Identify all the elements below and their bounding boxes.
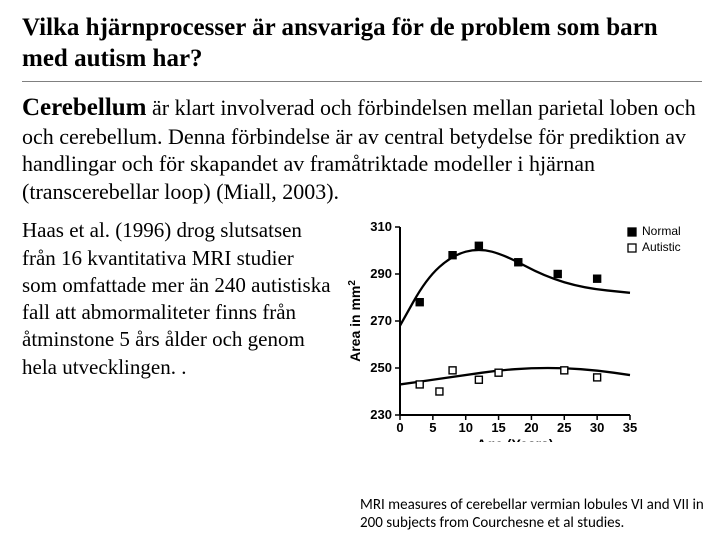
svg-text:310: 310 (370, 219, 392, 234)
para1-lead: Cerebellum (22, 94, 147, 121)
paragraph-2: Haas et al. (1996) drog slutsatsen från … (22, 217, 332, 381)
svg-text:250: 250 (370, 360, 392, 375)
svg-text:270: 270 (370, 313, 392, 328)
svg-text:10: 10 (458, 420, 472, 435)
svg-text:35: 35 (623, 420, 637, 435)
svg-text:Area in mm2: Area in mm2 (347, 280, 364, 362)
divider (22, 81, 702, 82)
svg-text:Normal: Normal (642, 224, 681, 238)
chart-container: 230 250 270 290 310 0 5 10 15 20 25 30 35 Area in mm2… (342, 217, 702, 442)
svg-text:Age (Years): Age (Years) (476, 436, 553, 442)
svg-text:30: 30 (590, 420, 604, 435)
svg-text:15: 15 (491, 420, 505, 435)
scatter-chart: 230 250 270 290 310 0 5 10 15 20 25 30 35 Area in mm2… (342, 217, 692, 442)
paragraph-1: Cerebellum är klart involverad och förbi… (22, 92, 702, 206)
svg-text:230: 230 (370, 407, 392, 422)
svg-text:0: 0 (396, 420, 403, 435)
svg-text:25: 25 (557, 420, 571, 435)
content-row: Haas et al. (1996) drog slutsatsen från … (22, 217, 702, 442)
svg-text:20: 20 (524, 420, 538, 435)
svg-text:Autistic: Autistic (642, 240, 681, 254)
page-title: Vilka hjärnprocesser är ansvariga för de… (22, 12, 702, 75)
chart-caption: MRI measures of cerebellar vermian lobul… (360, 496, 720, 532)
svg-text:5: 5 (429, 420, 436, 435)
svg-text:290: 290 (370, 266, 392, 281)
